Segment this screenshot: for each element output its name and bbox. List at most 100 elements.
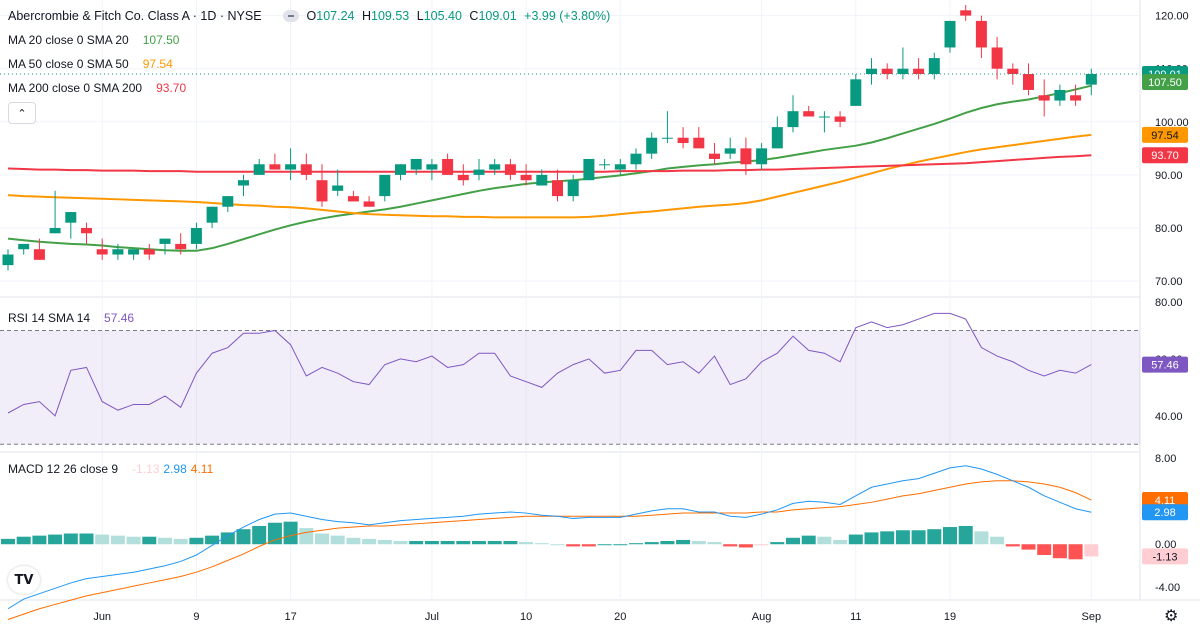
price-tick-label: 80.00	[1155, 223, 1183, 235]
macd-histogram-bar	[1, 538, 15, 545]
candle-body	[222, 196, 234, 207]
candle-body	[190, 227, 202, 244]
candle	[285, 148, 297, 181]
candle-body	[536, 174, 548, 186]
ma20-legend[interactable]: MA 20 close 0 SMA 20 107.50	[8, 32, 183, 48]
open-label: O	[306, 9, 317, 23]
candle-body	[442, 158, 454, 175]
macd-histogram-bar	[738, 544, 753, 548]
macd-histogram-bar	[770, 542, 785, 545]
candle	[332, 169, 344, 197]
macd-histogram-bar	[990, 536, 1005, 545]
candle-body	[489, 164, 501, 170]
candle-body	[866, 68, 877, 75]
macd-histogram-bar	[252, 525, 267, 545]
candle	[567, 174, 579, 202]
time-tick-label: 9	[193, 611, 199, 623]
candle	[818, 111, 830, 133]
macd-histogram-bar	[48, 534, 63, 545]
macd-histogram-bar	[550, 544, 565, 546]
macd-histogram-bar	[126, 536, 141, 545]
eye-icon[interactable]	[283, 10, 300, 22]
macd-histogram-bar	[644, 542, 659, 545]
candle	[740, 137, 752, 175]
macd-histogram-bar	[801, 535, 816, 545]
candle	[410, 158, 422, 175]
candle-body	[850, 79, 862, 106]
macd-histogram-bar	[581, 544, 596, 547]
candle-body	[756, 148, 768, 165]
candle	[552, 169, 563, 202]
candle	[112, 243, 124, 260]
candle-body	[599, 164, 611, 166]
logo-text: TV	[14, 572, 34, 588]
macd-histogram-bar	[63, 533, 78, 545]
macd-histogram-bar	[362, 538, 377, 545]
macd-hist-tag: -1.13	[1152, 551, 1177, 563]
macd-histogram-bar	[377, 539, 392, 545]
candle	[991, 36, 1003, 80]
candle-body	[1085, 74, 1097, 85]
candle	[630, 148, 642, 170]
price-tick-label: 70.00	[1155, 276, 1183, 288]
macd-histogram-bar	[487, 541, 502, 545]
candle	[614, 158, 626, 175]
low-value: 105.40	[423, 9, 462, 23]
rsi-label: RSI 14 SMA 14	[8, 311, 91, 325]
price-tick-label: 100.00	[1155, 117, 1189, 129]
macd-legend[interactable]: MACD 12 26 close 9 -1.13 2.98 4.11	[8, 461, 217, 477]
high-label: H	[361, 9, 372, 23]
macd-histogram-bar	[1068, 544, 1083, 560]
tradingview-logo[interactable]: TV	[8, 566, 40, 594]
candle-body	[285, 164, 297, 170]
macd-histogram-bar	[95, 534, 110, 545]
candle-body	[975, 20, 987, 48]
candle	[96, 238, 108, 260]
candle-body	[49, 227, 61, 234]
candle	[18, 243, 30, 255]
macd-histogram-bar	[629, 543, 643, 545]
collapse-legend-button[interactable]: ⌃	[8, 102, 36, 124]
ma-line-2	[7, 154, 1092, 173]
candle-body	[316, 180, 328, 202]
time-tick-label: 11	[850, 611, 861, 623]
ma200-legend[interactable]: MA 200 close 0 SMA 200 93.70	[8, 80, 190, 96]
candle	[944, 20, 956, 53]
candle-body	[253, 164, 265, 175]
candle-body	[881, 68, 893, 75]
time-tick-label: Aug	[752, 611, 772, 623]
symbol-title[interactable]: Abercrombie & Fitch Co. Class A · 1D · N…	[8, 9, 262, 23]
candle-body	[1007, 68, 1019, 75]
macd-value: 2.98	[163, 462, 187, 476]
candle-body	[363, 201, 375, 207]
candle	[897, 47, 909, 80]
candle-body	[552, 180, 563, 197]
ma50-value: 97.54	[142, 57, 173, 71]
candle-body	[1038, 95, 1050, 101]
macd-histogram-bar	[958, 525, 973, 545]
macd-line	[7, 465, 1092, 610]
rsi-line	[7, 312, 1092, 417]
candle-body	[520, 174, 532, 181]
rsi-tag: 57.46	[1151, 360, 1179, 372]
candle	[771, 116, 783, 149]
macd-histogram-bar	[173, 538, 188, 545]
ma50-tag-bg	[1142, 126, 1188, 143]
candle	[489, 158, 501, 175]
macd-histogram-bar	[676, 539, 691, 545]
gear-icon[interactable]: ⚙	[1164, 608, 1179, 625]
time-tick-label: Sep	[1082, 611, 1102, 623]
candle-body	[944, 20, 956, 48]
ma20-tag: 107.50	[1148, 77, 1182, 89]
close-value: 109.01	[478, 9, 517, 23]
macd-histogram-bar	[267, 522, 282, 545]
macd-histogram-bar	[817, 536, 832, 545]
macd-histogram-bar	[613, 544, 628, 546]
time-tick-label: 19	[944, 611, 956, 623]
ma50-legend[interactable]: MA 50 close 0 SMA 50 97.54	[8, 56, 177, 72]
macd-histogram-bar	[456, 541, 471, 545]
candle-body	[1054, 89, 1066, 101]
rsi-legend[interactable]: RSI 14 SMA 14 57.46	[8, 310, 138, 326]
candle	[457, 164, 469, 186]
